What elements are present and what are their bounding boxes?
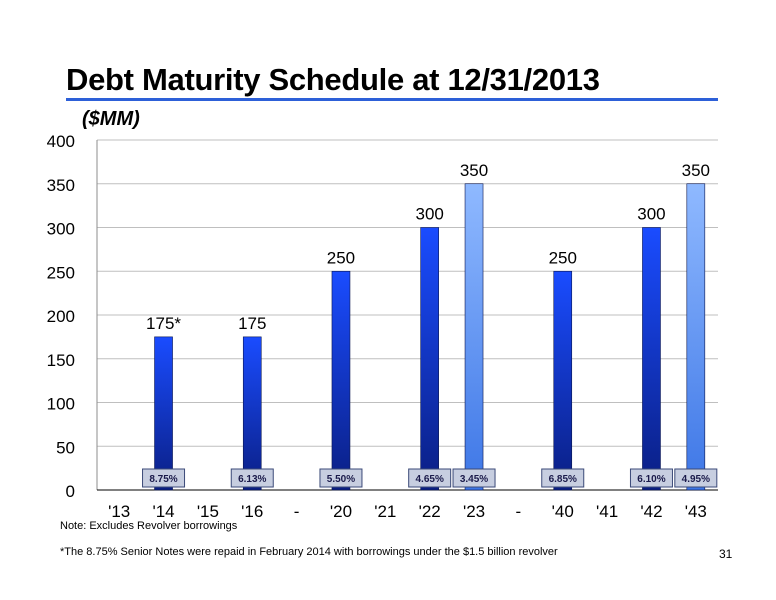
bar	[331, 270, 351, 491]
x-tick-label: '43	[685, 502, 707, 521]
rate-label: 8.75%	[149, 474, 177, 485]
y-tick-label: 350	[47, 176, 75, 195]
y-tick-label: 200	[47, 307, 75, 326]
x-tick-label: '20	[330, 502, 352, 521]
y-tick-label: 150	[47, 351, 75, 370]
y-tick-label: 400	[47, 132, 75, 151]
x-tick-label: '15	[197, 502, 219, 521]
x-tick-label: -	[516, 502, 522, 521]
bar-value-label: 250	[327, 248, 355, 267]
rate-box	[142, 468, 186, 488]
x-tick-label: '16	[241, 502, 263, 521]
x-tick-label: '40	[552, 502, 574, 521]
rate-box	[230, 468, 274, 488]
bar	[686, 183, 706, 491]
bar	[154, 336, 173, 491]
y-tick-label: 100	[47, 395, 75, 414]
bar-value-label: 300	[637, 205, 665, 224]
bar	[553, 270, 573, 491]
y-tick-label: 300	[47, 220, 75, 239]
rate-box	[541, 468, 585, 488]
rate-box	[408, 468, 452, 488]
axes: 0 50 100 150 200 250 300 350 400 '13 '14 '15 '16 - '20…	[47, 132, 718, 521]
rate-box	[452, 468, 496, 488]
rate-box	[674, 468, 718, 488]
x-tick-label: '13	[108, 502, 130, 521]
bar-value-label: 300	[415, 205, 443, 224]
x-tick-label: '14	[152, 502, 174, 521]
bar	[464, 183, 484, 491]
bar-value-label: 350	[682, 161, 710, 180]
y-tick-label: 250	[47, 263, 75, 282]
page-number: 31	[719, 547, 733, 561]
x-tick-label: -	[294, 502, 300, 521]
bars	[154, 183, 706, 491]
note-text: Note: Excludes Revolver borrowings	[60, 520, 238, 532]
gridlines	[97, 139, 718, 447]
x-tick-label: '42	[640, 502, 662, 521]
footnote-text: *The 8.75% Senior Notes were repaid in F…	[60, 546, 558, 558]
data-labels: 175* 8.75% 175 6.13% 250 5.50% 300 4.65% 350 3.45…	[142, 161, 718, 488]
rate-label: 6.85%	[549, 474, 577, 485]
x-tick-label: '21	[374, 502, 396, 521]
rate-label: 6.13%	[238, 474, 266, 485]
x-tick-label: '22	[419, 502, 441, 521]
x-tick-label: '23	[463, 502, 485, 521]
bar	[420, 227, 439, 491]
y-tick-label: 0	[66, 482, 75, 501]
rate-label: 5.50%	[327, 474, 355, 485]
rate-label: 6.10%	[637, 474, 665, 485]
x-tick-label: '41	[596, 502, 618, 521]
bar	[242, 336, 262, 491]
rate-label: 3.45%	[460, 474, 488, 485]
bar-value-label: 175	[238, 314, 266, 333]
bar-value-label: 350	[460, 161, 488, 180]
rate-label: 4.65%	[415, 474, 443, 485]
title-underline	[66, 98, 718, 101]
rate-box	[629, 468, 673, 488]
bar-value-label: 250	[549, 248, 577, 267]
y-tick-label: 50	[56, 438, 75, 457]
bar	[642, 227, 661, 491]
page-title: Debt Maturity Schedule at 12/31/2013	[66, 62, 600, 97]
rate-box	[319, 468, 363, 488]
units-label: ($MM)	[82, 108, 140, 130]
rate-label: 4.95%	[682, 474, 710, 485]
bar-value-label: 175*	[146, 314, 181, 333]
